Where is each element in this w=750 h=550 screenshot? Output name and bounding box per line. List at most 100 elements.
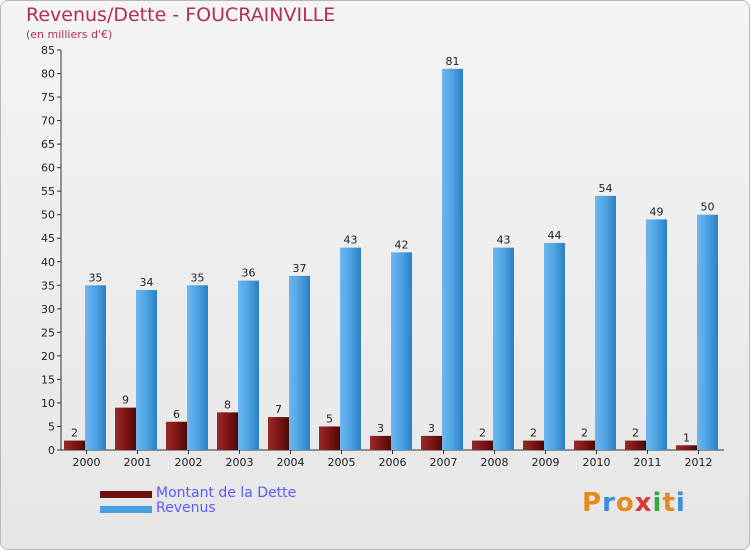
data-label-revenus: 36	[242, 267, 256, 280]
bar-revenus	[646, 219, 667, 450]
x-tick-label: 2012	[685, 456, 713, 469]
bar-revenus	[136, 290, 157, 450]
data-label-dette: 8	[224, 398, 231, 411]
bar-revenus	[595, 195, 616, 450]
y-tick-label: 5	[48, 420, 55, 433]
x-tick-label: 2011	[634, 456, 662, 469]
bar-revenus	[442, 68, 463, 450]
x-tick-label: 2002	[175, 456, 203, 469]
data-label-revenus: 44	[548, 229, 562, 242]
x-tick-label: 2008	[481, 456, 509, 469]
bar-revenus	[493, 247, 514, 450]
logo-letter: i	[675, 488, 686, 518]
bar-dette	[523, 440, 544, 450]
y-tick-label: 0	[48, 444, 55, 457]
data-label-revenus: 54	[599, 182, 613, 195]
bar-dette	[676, 445, 697, 450]
data-labels: 2 9 6 8 7 5 3 3 2 2 2 2 1 35 34 35 36 37 43 42 81 43 44 54 49 50	[71, 55, 715, 444]
logo-letter: t	[662, 488, 676, 518]
data-label-revenus: 34	[140, 276, 154, 289]
x-tick-label: 2006	[379, 456, 407, 469]
data-label-dette: 3	[428, 422, 435, 435]
legend-swatch-dette	[100, 491, 152, 498]
bars	[64, 68, 718, 450]
bar-revenus	[289, 275, 310, 450]
x-tick-label: 2007	[430, 456, 458, 469]
y-tick-label: 30	[41, 303, 55, 316]
x-tick-label: 2009	[532, 456, 560, 469]
y-tick-label: 70	[41, 115, 55, 128]
data-label-revenus: 37	[293, 262, 307, 275]
data-label-revenus: 81	[446, 55, 460, 68]
logo-letter: o	[615, 488, 635, 518]
data-label-dette: 2	[632, 427, 639, 440]
data-label-revenus: 43	[344, 234, 358, 247]
x-tick-label: 2000	[73, 456, 101, 469]
data-label-revenus: 49	[650, 205, 664, 218]
x-tick-label: 2005	[328, 456, 356, 469]
chart-title: Revenus/Dette - FOUCRAINVILLE	[26, 4, 336, 26]
data-label-dette: 3	[377, 422, 384, 435]
logo-letter: x	[634, 488, 653, 518]
data-label-dette: 2	[581, 427, 588, 440]
logo-letter: i	[652, 488, 663, 518]
bar-dette	[166, 421, 187, 450]
proxiti-logo: Proxiti	[582, 488, 686, 518]
data-label-revenus: 42	[395, 238, 409, 251]
data-label-revenus: 50	[701, 201, 715, 214]
data-label-dette: 6	[173, 408, 180, 421]
data-label-dette: 2	[530, 427, 537, 440]
data-label-dette: 9	[122, 394, 129, 407]
bar-dette	[472, 440, 493, 450]
bar-revenus	[187, 285, 208, 450]
bar-dette	[217, 412, 238, 450]
bar-dette	[370, 435, 391, 450]
bar-dette	[115, 407, 136, 450]
bar-dette	[625, 440, 646, 450]
y-tick-label: 65	[41, 138, 55, 151]
bar-dette	[319, 426, 340, 450]
legend-swatch-revenus	[100, 506, 152, 513]
bar-revenus	[391, 252, 412, 450]
y-tick-label: 45	[41, 232, 55, 245]
bar-revenus	[238, 280, 259, 450]
y-tick-label: 25	[41, 326, 55, 339]
data-label-revenus: 35	[89, 271, 103, 284]
y-tick-label: 80	[41, 68, 55, 81]
bar-dette	[64, 440, 85, 450]
x-tick-label: 2001	[124, 456, 152, 469]
y-tick-label: 15	[41, 373, 55, 386]
y-tick-label: 50	[41, 209, 55, 222]
x-tick-label: 2003	[226, 456, 254, 469]
x-tick-label: 2004	[277, 456, 305, 469]
x-tick-label: 2010	[583, 456, 611, 469]
bar-revenus	[544, 242, 565, 450]
y-tick-label: 20	[41, 350, 55, 363]
y-tick-label: 55	[41, 185, 55, 198]
chart-subtitle: (en milliers d'€)	[26, 28, 113, 41]
bar-revenus	[340, 247, 361, 450]
logo-letter: P	[582, 488, 603, 518]
bar-dette	[574, 440, 595, 450]
bar-dette	[268, 417, 289, 450]
data-label-dette: 1	[683, 431, 690, 444]
y-tick-label: 75	[41, 91, 55, 104]
bar-dette	[421, 435, 442, 450]
y-tick-label: 40	[41, 256, 55, 269]
data-label-dette: 2	[71, 427, 78, 440]
logo-letter: r	[602, 488, 616, 518]
data-label-dette: 2	[479, 427, 486, 440]
data-label-revenus: 43	[497, 234, 511, 247]
data-label-dette: 5	[326, 412, 333, 425]
data-label-revenus: 35	[191, 271, 205, 284]
y-tick-label: 60	[41, 162, 55, 175]
legend-label-dette: Montant de la Dette	[156, 485, 297, 501]
data-label-dette: 7	[275, 403, 282, 416]
y-tick-label: 35	[41, 279, 55, 292]
bar-revenus	[697, 214, 718, 450]
y-tick-label: 10	[41, 397, 55, 410]
y-tick-label: 85	[41, 44, 55, 57]
